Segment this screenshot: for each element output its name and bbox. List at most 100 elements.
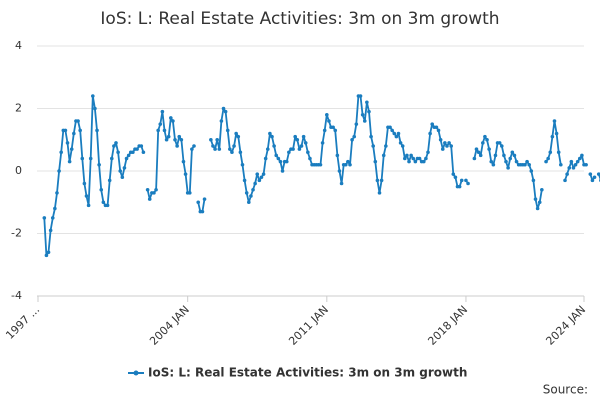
- data-point: [403, 156, 407, 161]
- source: Source:: [543, 383, 588, 397]
- data-point: [107, 178, 112, 183]
- data-point: [118, 169, 123, 173]
- data-point: [263, 156, 268, 161]
- data-point: [354, 122, 359, 126]
- data-point: [236, 134, 241, 139]
- data-point: [504, 159, 508, 164]
- data-point: [65, 141, 70, 145]
- data-point: [166, 134, 171, 139]
- data-point: [428, 131, 432, 136]
- data-point: [510, 150, 515, 155]
- data-point: [502, 153, 506, 158]
- data-point: [358, 94, 363, 98]
- x-tick-label: 1997 ...: [3, 303, 42, 342]
- data-point: [365, 100, 369, 105]
- data-point: [251, 187, 255, 192]
- data-point: [544, 159, 548, 164]
- data-point: [228, 147, 232, 151]
- data-point: [42, 216, 47, 220]
- data-point: [392, 131, 397, 136]
- data-point: [400, 144, 405, 148]
- data-point: [278, 159, 283, 164]
- x-tick-label: 2011 JAN: [286, 303, 331, 348]
- data-point: [187, 191, 192, 195]
- data-point: [190, 147, 194, 151]
- data-point: [242, 178, 247, 183]
- data-point: [567, 166, 572, 170]
- data-point: [213, 147, 217, 151]
- data-point: [411, 156, 416, 161]
- data-point: [120, 175, 125, 180]
- data-point: [169, 116, 173, 120]
- data-point: [301, 134, 306, 139]
- data-point: [476, 150, 481, 155]
- data-point: [299, 144, 304, 148]
- data-point: [101, 200, 106, 205]
- data-point: [122, 166, 127, 170]
- data-point: [575, 159, 580, 164]
- data-point: [424, 156, 428, 161]
- data-point: [44, 253, 49, 258]
- data-point: [141, 150, 146, 155]
- x-tick-label: 2024 JAN: [543, 303, 588, 348]
- data-point: [320, 141, 325, 145]
- data-point: [91, 94, 95, 98]
- data-point: [261, 172, 266, 176]
- data-point: [82, 181, 87, 186]
- data-point: [63, 128, 68, 133]
- x-tick-label: 2004 JAN: [147, 303, 192, 348]
- data-point: [93, 106, 97, 111]
- data-point: [417, 156, 422, 161]
- data-point: [337, 169, 342, 173]
- data-point: [48, 228, 53, 233]
- data-point: [306, 150, 310, 155]
- data-point: [270, 134, 274, 139]
- data-point: [375, 178, 380, 183]
- data-point: [217, 147, 222, 151]
- data-point: [327, 119, 331, 123]
- data-point: [131, 150, 135, 155]
- data-point: [529, 169, 534, 173]
- data-point: [559, 162, 563, 167]
- data-point: [569, 159, 574, 164]
- data-point: [238, 150, 243, 155]
- data-point: [426, 150, 430, 155]
- data-point: [105, 203, 110, 208]
- data-point: [95, 128, 99, 133]
- data-point: [413, 159, 418, 164]
- data-point: [116, 150, 120, 155]
- data-point: [493, 153, 498, 158]
- data-point: [297, 147, 302, 151]
- data-point: [584, 162, 588, 167]
- data-point: [445, 144, 449, 148]
- data-point: [379, 178, 384, 183]
- data-point: [147, 197, 152, 201]
- data-point: [352, 134, 357, 139]
- data-point: [590, 178, 595, 183]
- data-point: [588, 172, 593, 176]
- data-point: [274, 153, 279, 158]
- data-point: [154, 187, 158, 192]
- data-point: [335, 153, 340, 158]
- y-tick-label: 4: [15, 39, 22, 52]
- data-point: [72, 131, 76, 136]
- data-point: [596, 172, 600, 176]
- data-point: [525, 159, 529, 164]
- data-point: [287, 150, 291, 155]
- data-point: [67, 159, 72, 164]
- data-point: [523, 162, 527, 167]
- data-point: [284, 159, 289, 164]
- y-tick-label: 0: [15, 164, 22, 177]
- data-point: [192, 144, 196, 148]
- data-point: [580, 153, 584, 158]
- data-point: [421, 159, 426, 164]
- data-point: [554, 131, 559, 136]
- data-point: [474, 147, 479, 151]
- data-point: [219, 119, 224, 123]
- data-point: [457, 184, 462, 189]
- data-point: [506, 166, 510, 170]
- data-point: [360, 112, 365, 117]
- data-point: [514, 159, 519, 164]
- data-point: [57, 169, 61, 173]
- data-point: [221, 106, 226, 111]
